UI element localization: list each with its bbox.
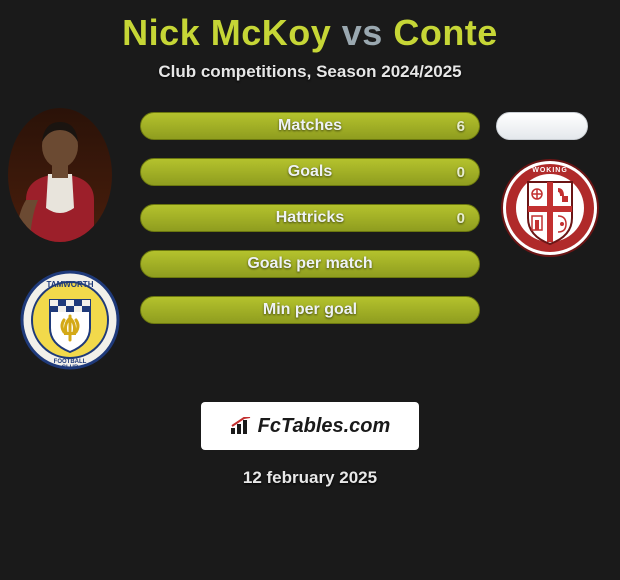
vs-label: vs — [342, 12, 383, 53]
player2-name: Conte — [393, 12, 498, 53]
player1-photo-svg — [8, 108, 112, 242]
date-label: 12 february 2025 — [0, 468, 620, 488]
stat-bar-min-per-goal: Min per goal — [140, 296, 480, 324]
player1-club-badge: TAMWORTH FOOTBALL CLUB — [20, 270, 120, 370]
stat-right-value: 0 — [457, 164, 465, 181]
player1-name: Nick McKoy — [122, 12, 331, 53]
stat-label: Matches — [278, 117, 342, 135]
stat-label: Hattricks — [276, 209, 344, 227]
svg-text:CLUB: CLUB — [62, 365, 79, 370]
source-logo: FcTables.com — [201, 402, 419, 450]
stat-bar-matches: Matches 6 — [140, 112, 480, 140]
content-area: TAMWORTH FOOTBALL CLUB WOKING — [0, 112, 620, 372]
stat-right-value: 6 — [457, 118, 465, 135]
comparison-title: Nick McKoy vs Conte — [0, 0, 620, 54]
stat-label: Goals — [288, 163, 332, 181]
player1-photo — [8, 108, 112, 242]
player2-photo-placeholder — [496, 112, 588, 140]
woking-badge-svg: WOKING — [500, 158, 600, 258]
logo-text: FcTables.com — [258, 415, 391, 438]
stat-label: Goals per match — [247, 255, 372, 273]
stat-bar-goals-per-match: Goals per match — [140, 250, 480, 278]
chart-icon — [230, 417, 252, 435]
svg-text:TAMWORTH: TAMWORTH — [47, 280, 94, 289]
stat-label: Min per goal — [263, 301, 357, 319]
tamworth-badge-svg: TAMWORTH FOOTBALL CLUB — [20, 270, 120, 370]
stat-bar-goals: Goals 0 — [140, 158, 480, 186]
stat-bars: Matches 6 Goals 0 Hattricks 0 Goals per … — [140, 112, 480, 342]
player2-club-badge: WOKING — [500, 158, 600, 258]
stat-bar-hattricks: Hattricks 0 — [140, 204, 480, 232]
stat-right-value: 0 — [457, 210, 465, 227]
subtitle: Club competitions, Season 2024/2025 — [0, 62, 620, 82]
svg-text:WOKING: WOKING — [532, 167, 568, 174]
